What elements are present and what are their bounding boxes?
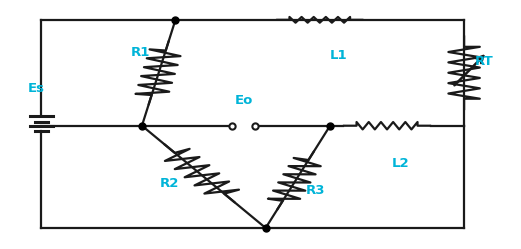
Text: R3: R3 [306, 184, 325, 197]
Text: RT: RT [475, 56, 493, 68]
Text: L2: L2 [392, 157, 410, 170]
Text: R2: R2 [160, 177, 179, 189]
Text: L1: L1 [330, 49, 348, 62]
Text: R1: R1 [130, 46, 150, 59]
Text: Es: Es [28, 82, 45, 95]
Text: Eo: Eo [234, 94, 253, 107]
